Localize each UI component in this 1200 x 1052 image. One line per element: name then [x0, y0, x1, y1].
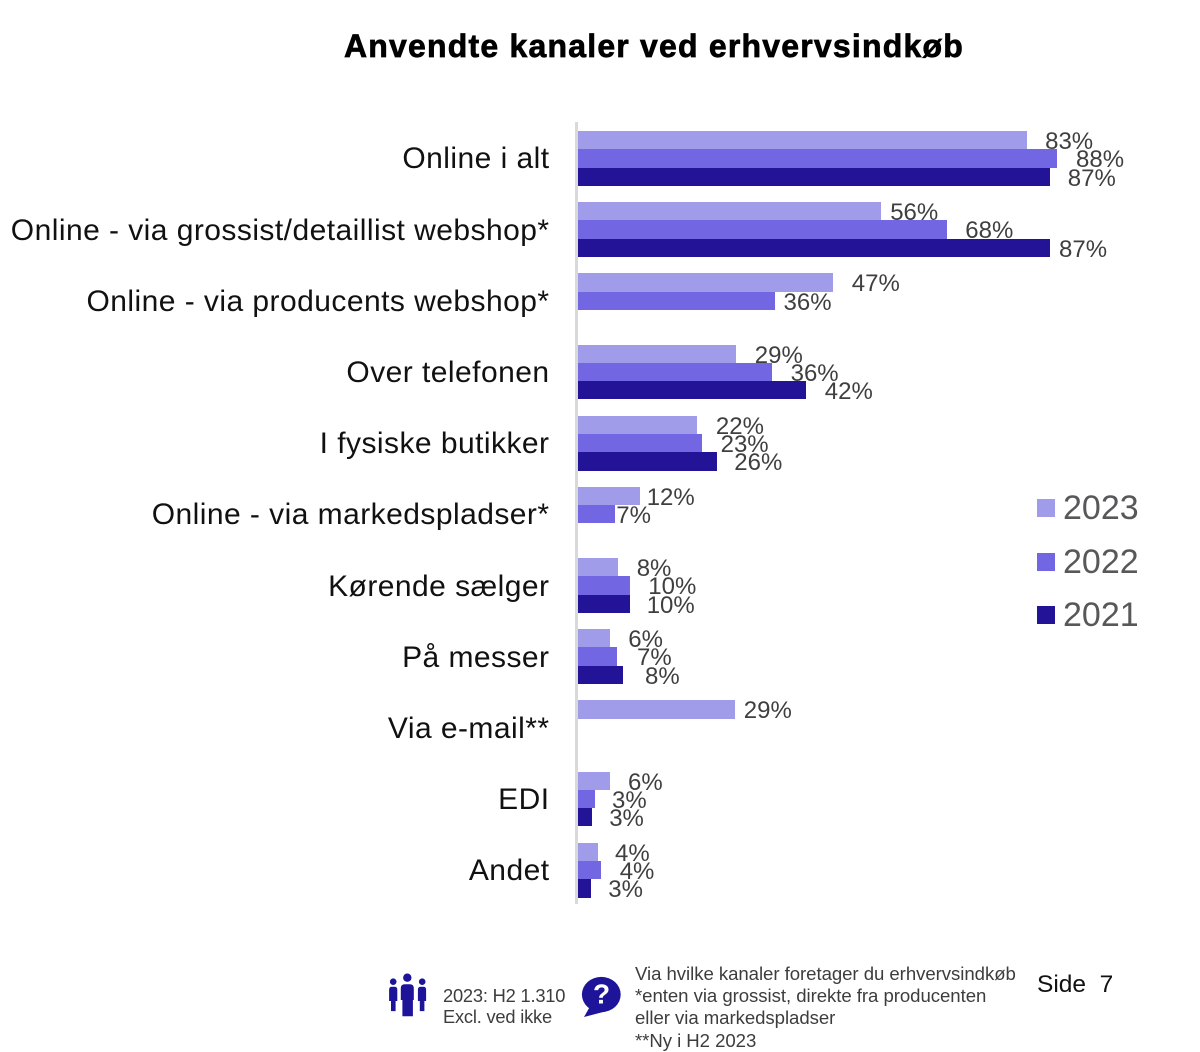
svg-text:?: ?: [593, 979, 610, 1010]
